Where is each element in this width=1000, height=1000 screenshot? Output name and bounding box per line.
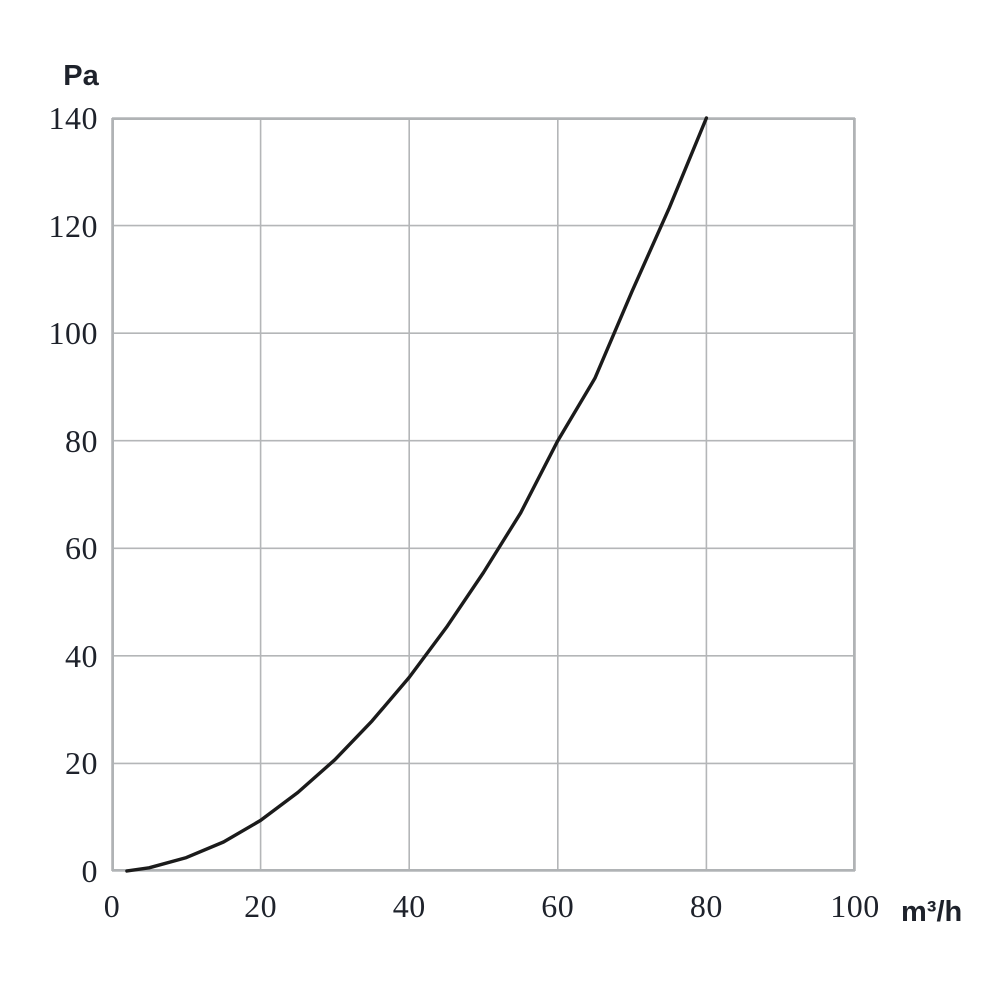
y-tick-label-140: 140 — [48, 100, 98, 136]
plot-border — [112, 118, 855, 871]
y-tick-label-120: 120 — [48, 207, 98, 244]
x-tick-label-100: 100 — [830, 888, 880, 924]
plot-svg — [111, 116, 856, 873]
x-tick-label-60: 60 — [541, 888, 575, 924]
pressure-curve — [125, 116, 709, 873]
x-tick-label-20: 20 — [244, 888, 278, 924]
x-axis-unit-label: m³/h — [901, 896, 963, 928]
y-axis-unit-label: Pa — [63, 60, 99, 92]
x-tick-label-40: 40 — [392, 888, 426, 924]
x-tick-label-80: 80 — [689, 888, 723, 924]
y-tick-label-0: 0 — [81, 853, 98, 889]
y-tick-label-20: 20 — [65, 745, 98, 782]
y-tick-label-60: 60 — [65, 530, 98, 567]
x-tick-label-0: 0 — [103, 888, 121, 924]
y-tick-label-40: 40 — [65, 637, 98, 674]
plot-area — [111, 116, 856, 873]
y-tick-label-80: 80 — [65, 422, 98, 459]
y-tick-label-100: 100 — [48, 315, 98, 352]
gridlines — [111, 117, 856, 872]
